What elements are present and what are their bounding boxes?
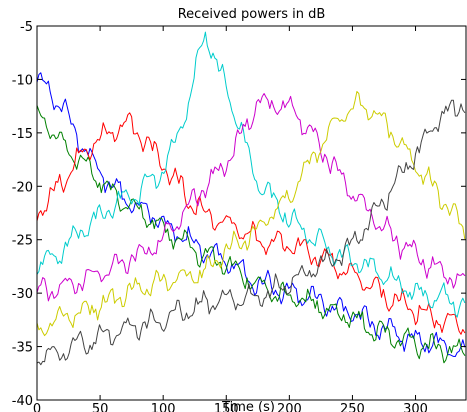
plot-frame <box>36 25 467 401</box>
x-tick-label: 200 <box>277 402 302 412</box>
series-line-3 <box>36 112 466 335</box>
x-axis-title: Time (s) <box>221 400 275 412</box>
y-tick-label: -20 <box>12 180 33 195</box>
x-tick-label: 300 <box>403 402 428 412</box>
series-line-2 <box>36 104 466 364</box>
y-tick-label: -10 <box>12 73 33 88</box>
y-tick-label: -40 <box>12 394 33 409</box>
ticks-layer: 0 50 100 150 200 250 300 -5 -10 -15 -20 -25 -30 -35 -4… <box>12 20 466 412</box>
chart-title: Received powers in dB <box>178 7 326 22</box>
x-tick-label: 150 <box>214 402 239 412</box>
y-tick-label: -15 <box>12 127 33 142</box>
x-tick-label: 50 <box>92 402 109 412</box>
series-line-1 <box>36 72 466 357</box>
series-layer <box>36 31 466 366</box>
x-tick-label: 250 <box>340 402 365 412</box>
y-tick-label: -30 <box>12 287 33 302</box>
x-tick-label: 100 <box>151 402 176 412</box>
y-tick-label: -25 <box>12 234 33 249</box>
y-tick-label: -5 <box>20 20 33 35</box>
y-tick-label: -35 <box>12 341 33 356</box>
series-line-7 <box>36 99 466 366</box>
series-line-5 <box>36 93 466 302</box>
x-tick-label: 0 <box>33 402 41 412</box>
series-line-4 <box>36 31 466 318</box>
series-line-6 <box>36 91 466 337</box>
